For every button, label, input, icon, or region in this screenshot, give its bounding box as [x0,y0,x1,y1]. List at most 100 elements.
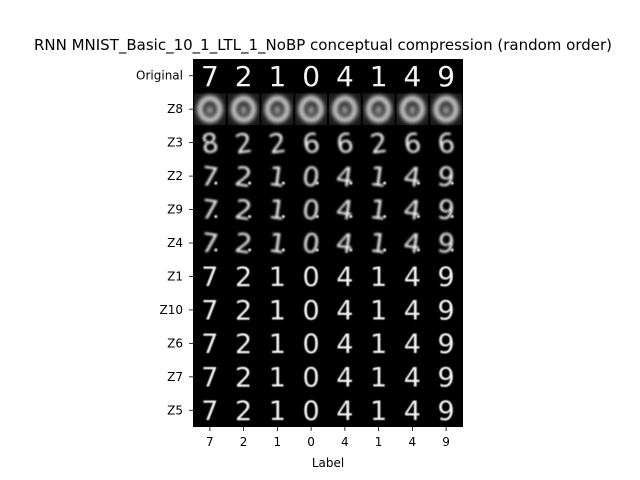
digit-cell-z8-6 [396,93,429,125]
svg-text:6: 6 [402,127,423,160]
digit-cell-z6-3: 0 [303,329,320,360]
digit-cell-z5-3: 0 [303,396,320,427]
svg-text:4: 4 [403,60,421,93]
digit-cell-z4-3: 0 [300,228,321,261]
digit-cell-z4-2: 1 [267,228,288,261]
digit-cell-z7-4: 4 [336,363,353,394]
svg-text:9: 9 [438,329,455,360]
digit-cell-original-7: 9 [437,60,455,93]
svg-text:1: 1 [269,329,286,360]
digit-cell-original-4: 4 [336,60,354,93]
svg-text:2: 2 [267,127,288,160]
digit-cell-z2-5: 1 [368,161,389,194]
svg-text:2: 2 [235,296,252,327]
row-label-original: Original [136,69,183,83]
svg-text:1: 1 [370,363,387,394]
digit-cell-z7-3: 0 [303,363,320,394]
svg-text:1: 1 [370,296,387,327]
digit-cell-z3-6: 6 [402,127,423,160]
svg-text:1: 1 [368,228,389,261]
digit-cell-z8-2 [261,93,294,125]
digit-cell-z3-7: 6 [436,127,457,160]
svg-text:1: 1 [269,363,286,394]
digit-cell-z8-4 [329,93,361,125]
digit-cell-z8-3 [295,93,327,125]
svg-text:7: 7 [201,396,218,427]
svg-text:4: 4 [336,262,353,293]
svg-text:1: 1 [368,194,389,227]
chart-title: RNN MNIST_Basic_10_1_LTL_1_NoBP conceptu… [34,36,612,55]
svg-text:0: 0 [300,194,321,227]
svg-text:4: 4 [336,296,353,327]
svg-text:9: 9 [438,396,455,427]
svg-text:4: 4 [334,161,355,194]
svg-text:2: 2 [233,228,254,261]
digit-cell-z10-0: 7 [201,296,218,327]
svg-text:0: 0 [303,396,320,427]
digit-cell-z10-3: 0 [303,296,320,327]
digit-cell-z2-7: 9 [435,161,456,194]
digit-cell-z6-5: 1 [370,329,387,360]
digit-cell-z9-7: 9 [435,194,456,227]
digit-cell-z5-5: 1 [370,396,387,427]
svg-text:1: 1 [269,262,286,293]
svg-text:4: 4 [334,194,355,227]
digit-cell-z8-1 [227,93,260,125]
svg-text:0: 0 [303,262,320,293]
svg-text:9: 9 [435,228,456,261]
digit-cell-z5-1: 2 [235,396,252,427]
digit-cell-z8-7 [430,93,462,125]
svg-text:1: 1 [267,228,288,261]
svg-text:1: 1 [370,329,387,360]
svg-text:0: 0 [303,329,320,360]
svg-text:0: 0 [300,161,321,194]
column-tick-labels: 7 2 1 0 4 1 4 9 [206,427,450,449]
svg-text:1: 1 [370,396,387,427]
digit-cell-z7-7: 9 [438,363,455,394]
digit-cell-z3-1: 2 [233,127,254,160]
digit-cell-z7-0: 7 [201,363,218,394]
digit-cell-z2-6: 4 [402,161,423,194]
digit-cell-z9-0: 7 [199,194,220,227]
svg-text:1: 1 [269,396,286,427]
svg-text:7: 7 [199,161,220,194]
svg-text:4: 4 [404,396,421,427]
column-label-1: 2 [240,435,248,449]
digit-cell-z10-4: 4 [336,296,353,327]
digit-cell-z2-1: 2 [233,161,254,194]
row-label-z1: Z1 [167,269,183,283]
digit-cell-z6-0: 7 [201,329,218,360]
digit-cell-z5-0: 7 [201,396,218,427]
digit-cell-z1-7: 9 [438,262,455,293]
svg-text:2: 2 [233,127,254,160]
svg-text:2: 2 [235,262,252,293]
svg-text:4: 4 [402,194,423,227]
digit-cell-z9-2: 1 [267,194,288,227]
digit-cell-z2-4: 4 [334,161,355,194]
digit-cell-z5-4: 4 [336,396,353,427]
row-label-z7: Z7 [167,370,183,384]
row-label-z9: Z9 [167,203,183,217]
digit-cell-z2-0: 7 [199,161,220,194]
digit-cell-z4-5: 1 [368,228,389,261]
digit-cell-z3-3: 6 [301,127,322,160]
digit-cell-original-3: 0 [302,60,320,93]
svg-text:4: 4 [336,363,353,394]
digit-cell-z10-7: 9 [438,296,455,327]
svg-text:2: 2 [235,396,252,427]
digit-cell-z5-6: 4 [404,396,421,427]
digit-cell-z10-6: 4 [404,296,421,327]
digit-cell-z3-0: 8 [199,127,220,160]
digit-cell-z4-0: 7 [199,228,220,261]
svg-text:2: 2 [235,363,252,394]
digit-cell-z4-1: 2 [233,228,254,261]
svg-text:4: 4 [336,60,354,93]
digit-cell-original-0: 7 [201,60,219,93]
column-label-7: 9 [442,435,450,449]
digit-cell-z6-4: 4 [336,329,353,360]
row-label-z5: Z5 [167,403,183,417]
svg-text:2: 2 [235,60,253,93]
digit-cell-z8-0 [194,93,226,125]
svg-text:1: 1 [268,60,286,93]
digit-cell-z3-4: 6 [334,127,355,160]
